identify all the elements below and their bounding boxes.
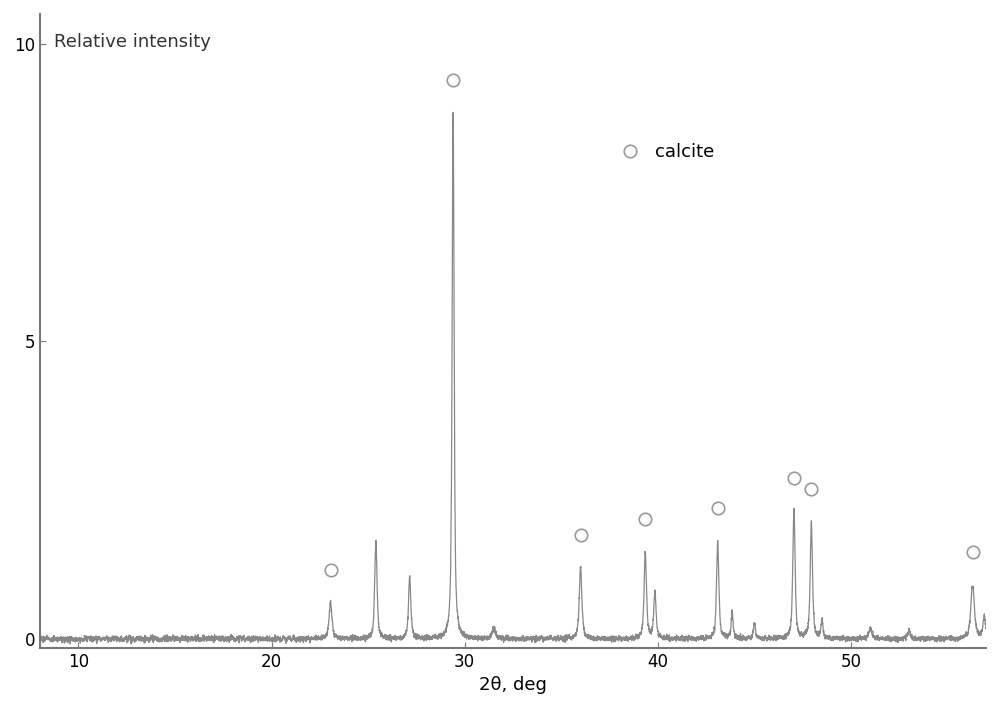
Legend: calcite: calcite [612,143,714,161]
Text: Relative intensity: Relative intensity [54,33,211,51]
X-axis label: 2θ, deg: 2θ, deg [479,676,547,694]
